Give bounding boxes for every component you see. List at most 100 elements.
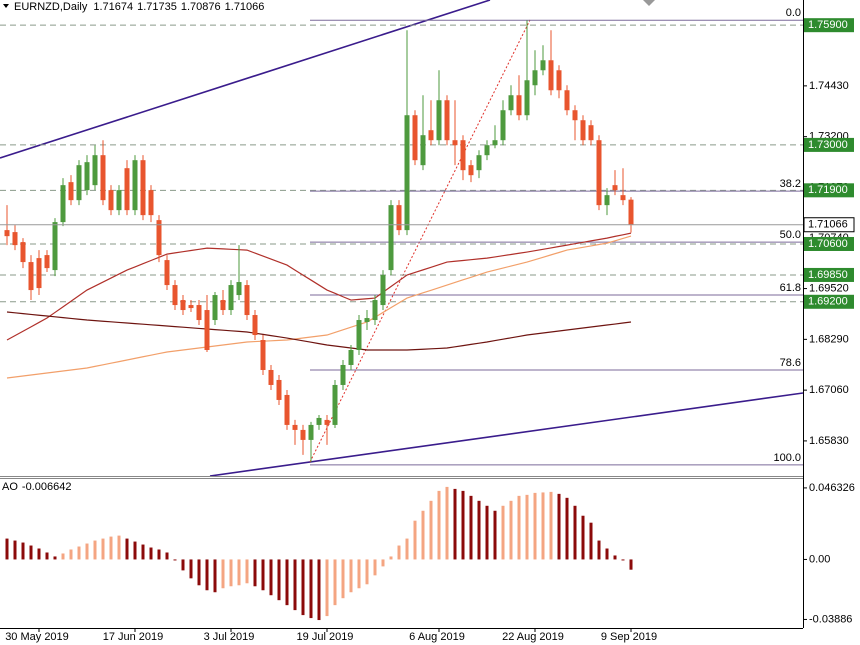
ao-bar	[53, 556, 57, 560]
candle-body	[580, 120, 586, 141]
ao-bar	[477, 500, 481, 560]
ao-bar	[85, 543, 89, 560]
y-tick-label: 1.69520	[809, 282, 849, 294]
x-tick-label: 9 Sep 2019	[601, 631, 657, 643]
ao-value: -0.006642	[22, 481, 72, 493]
level-label: 1.69850	[808, 269, 848, 281]
level-box	[804, 236, 854, 251]
ao-bar	[517, 495, 521, 560]
candle-body	[476, 155, 482, 171]
fib-label: 78.6	[780, 357, 801, 369]
candle-body	[612, 185, 618, 191]
ao-bar	[469, 495, 473, 560]
ao-bar	[173, 559, 177, 561]
ao-bar	[397, 545, 401, 560]
candle-body	[92, 155, 98, 186]
candle-body	[20, 242, 26, 263]
candle-body	[292, 424, 298, 430]
level-label: 1.73000	[808, 139, 848, 151]
ao-bar	[341, 559, 345, 599]
candle-body	[236, 282, 242, 296]
fib-label: 61.8	[780, 282, 801, 294]
ao-bar	[229, 559, 233, 587]
ao-bar	[253, 559, 257, 587]
x-tick-label: 17 Jun 2019	[103, 631, 164, 643]
y-tick-label: 1.68290	[809, 333, 849, 345]
ao-bar	[69, 549, 73, 560]
ao-bar	[125, 538, 129, 560]
ao-bar	[5, 538, 9, 560]
ao-bar	[445, 486, 449, 560]
candle-body	[140, 160, 146, 216]
ao-bar	[373, 559, 377, 576]
ao-bar	[101, 538, 105, 560]
moving-average	[6, 311, 632, 351]
ao-bar	[581, 515, 585, 560]
price-pane: 0.0 38.2 50.0 61.8 78.6 100.0	[0, 7, 803, 466]
ao-name: AO	[2, 481, 18, 493]
candle-body	[404, 115, 410, 231]
y-tick-label: 1.74430	[809, 80, 849, 92]
x-tick-label: 22 Aug 2019	[502, 631, 564, 643]
candle-body	[564, 90, 570, 111]
candle-body	[220, 300, 226, 311]
candle-body	[212, 295, 218, 321]
candle-body	[124, 168, 130, 211]
candle-body	[204, 310, 210, 351]
candle-body	[188, 305, 194, 309]
candle-body	[100, 155, 106, 201]
candle-body	[484, 145, 490, 156]
candle-body	[228, 285, 234, 311]
ao-bar	[405, 538, 409, 560]
trendlines	[0, 0, 803, 476]
candle-body	[628, 199, 634, 225]
close: 1.71066	[225, 1, 265, 13]
ao-bar	[429, 500, 433, 560]
candle-body	[508, 95, 514, 111]
candle-body	[596, 140, 602, 206]
candle-body	[556, 70, 562, 91]
candle-body	[524, 80, 530, 116]
ao-bar	[493, 510, 497, 560]
symbol: EURNZD,Daily	[14, 1, 88, 13]
ao-bar	[165, 552, 169, 560]
candle-body	[572, 110, 578, 121]
level-label: 1.70600	[808, 238, 848, 250]
x-tick-label: 30 May 2019	[5, 631, 69, 643]
ao-bar	[317, 559, 321, 621]
candle-body	[316, 417, 322, 425]
x-tick-label: 6 Aug 2019	[409, 631, 465, 643]
level-box	[804, 18, 854, 33]
ao-bar	[589, 522, 593, 560]
ao-bar	[205, 559, 209, 591]
ao-bar	[565, 497, 569, 560]
ao-bar	[197, 559, 201, 586]
ao-bar	[21, 542, 25, 560]
ao-bar	[613, 555, 617, 560]
channel-lower	[209, 392, 803, 476]
menu-arrow	[3, 4, 9, 8]
candle-body	[44, 255, 50, 269]
candle-body	[444, 100, 450, 141]
candle-body	[436, 100, 442, 141]
ao-bar	[413, 520, 417, 560]
ao-bar	[45, 552, 49, 560]
candle-body	[260, 340, 266, 370]
level-label: 1.75900	[808, 19, 848, 31]
candle-body	[620, 195, 626, 201]
ao-bar	[293, 559, 297, 611]
ao-bar	[77, 546, 81, 560]
candle-body	[588, 125, 594, 141]
ao-bar	[501, 505, 505, 560]
ao-bar	[621, 559, 625, 561]
candle-body	[60, 185, 66, 223]
ao-bar	[109, 536, 113, 560]
level-label: 1.69200	[808, 296, 848, 308]
candle-body	[420, 135, 426, 166]
candle-body	[180, 300, 186, 311]
candle-body	[332, 384, 338, 425]
candle-body	[548, 60, 554, 91]
candle-body	[252, 315, 258, 336]
moving-average	[6, 235, 632, 379]
